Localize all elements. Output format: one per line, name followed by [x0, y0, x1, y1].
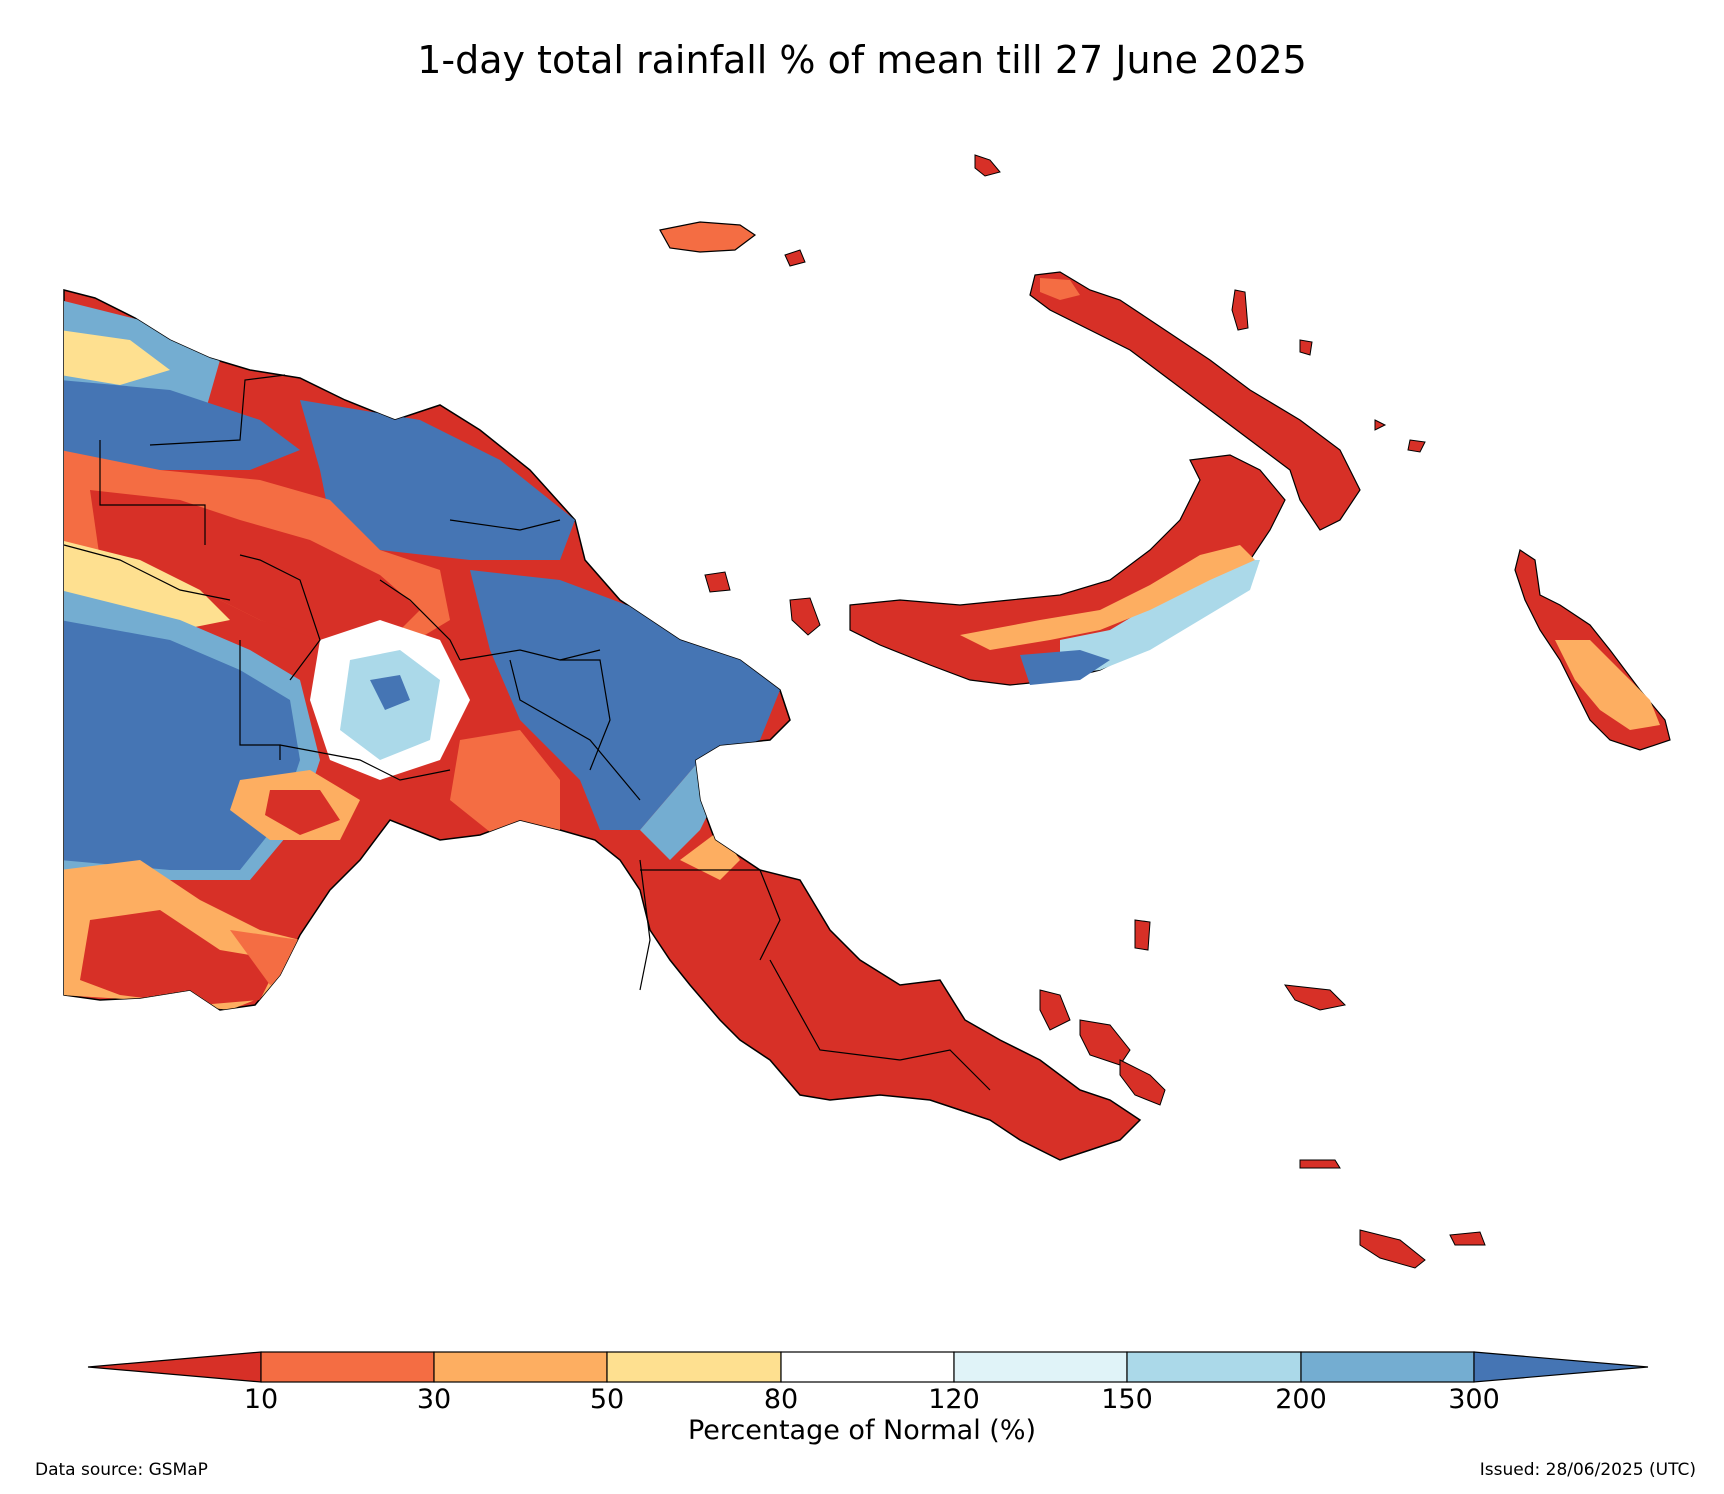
new-britain-very-wet-zone — [1020, 650, 1110, 685]
colorbar-tick-300: 300 — [1448, 1384, 1500, 1415]
new-britain-moist-zone — [960, 545, 1255, 650]
colorbar-bin-10-30 — [260, 1351, 435, 1383]
colorbar-tick-10: 10 — [243, 1384, 279, 1415]
colorbar-bin-80-120 — [780, 1351, 955, 1383]
new-ireland-dry-patch — [1040, 278, 1080, 300]
province-boundaries — [63, 374, 991, 1091]
colorbar-tick-150: 150 — [1101, 1384, 1153, 1415]
colorbar-label: Percentage of Normal (%) — [687, 1415, 1037, 1446]
small-islands — [704, 154, 1486, 1269]
map-title: 1-day total rainfall % of mean till 27 J… — [417, 38, 1307, 82]
colorbar-tick-80: 80 — [763, 1384, 799, 1415]
colorbar-high-extension — [1473, 1351, 1649, 1383]
colorbar-tick-30: 30 — [416, 1384, 452, 1415]
island-manus-east — [784, 249, 806, 267]
island-manus — [659, 221, 757, 253]
colorbar-tick-120: 120 — [928, 1384, 980, 1415]
colorbar-bin-200-300 — [1300, 1351, 1475, 1383]
colorbar-bin-150-200 — [1126, 1351, 1302, 1383]
colorbar-bin-30-50 — [433, 1351, 608, 1383]
data-source-note: Data source: GSMaP — [35, 1460, 208, 1480]
colorbar-tick-50: 50 — [589, 1384, 625, 1415]
colorbar — [87, 1351, 1649, 1383]
bougainville-moist-zone — [1555, 640, 1660, 730]
island-new-britain — [849, 454, 1286, 686]
colorbar-low-extension — [87, 1351, 262, 1383]
colorbar-bin-120-150 — [953, 1351, 1128, 1383]
island-new-ireland — [1029, 271, 1361, 531]
colorbar-bin-50-80 — [606, 1351, 782, 1383]
new-britain-wet-zone — [1060, 560, 1260, 675]
colorbar-tick-200: 200 — [1275, 1384, 1327, 1415]
issued-date-note: Issued: 28/06/2025 (UTC) — [1479, 1460, 1696, 1480]
